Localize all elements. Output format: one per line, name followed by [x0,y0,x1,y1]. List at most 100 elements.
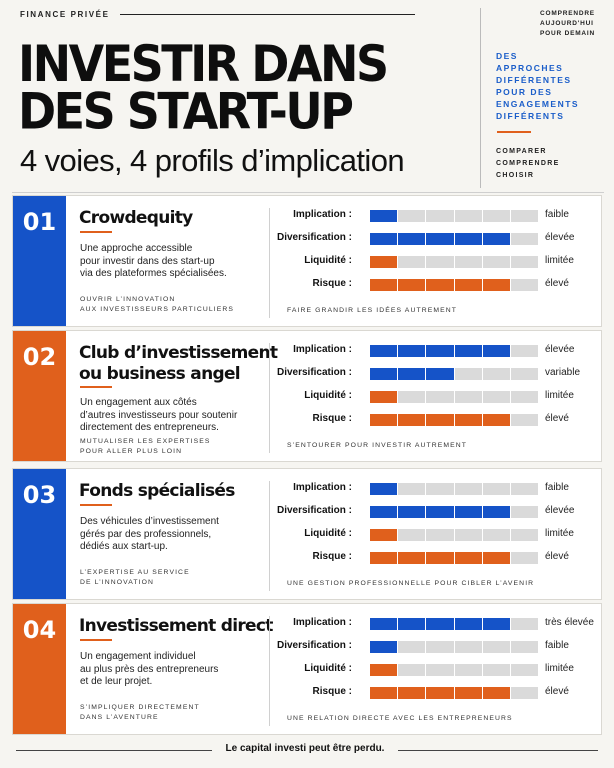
card-accent-rule [80,504,112,506]
card-title-line: ou business angel [79,364,241,384]
card-title-line: Fonds spécialisés [79,481,235,501]
metric-bar-segment [426,506,454,518]
metric-bar-segment [482,552,510,564]
metric-label: Liquidité : [304,663,352,674]
metric-row: Implication : élevée [275,343,595,359]
metric-value: élevé [545,551,569,562]
card-footer: UNE GESTION PROFESSIONNELLE POUR CIBLER … [287,580,535,587]
metric-bar-segment [370,506,398,518]
page-title: INVESTIR DANS DES START-UP [18,34,389,136]
sidebar-approaches: DES APPROCHES DIFFÉRENTES POUR DES ENGAG… [496,50,579,122]
metric-bar-segment [482,345,510,357]
kicker-divider [120,14,415,15]
metric-bar-segment [510,552,539,564]
disclaimer: Le capital investi peut être perdu. [225,743,385,754]
metric-row: Implication : très élevée [275,616,595,632]
metric-bar-segment [510,687,539,699]
metric-bar-segment [482,641,510,653]
metric-bar [370,552,539,564]
card-description: Un engagement individuel au plus près des… [80,651,265,689]
verb-line: COMPRENDRE [496,160,560,167]
metric-row: Implication : faible [275,481,595,497]
description-line: Une approche accessible [80,243,193,254]
card-number-stripe: 04 [13,604,66,734]
card-tagline: S’IMPLIQUER DIRECTEMENT DANS L’AVENTURE [80,703,270,722]
metric-bar-segment [370,529,398,541]
card-title: Club d’investissement ou business angel [79,343,279,385]
approaches-line: ENGAGEMENTS [496,99,580,109]
metric-bar-segment [510,483,539,495]
card-title: Investissement direct [79,616,279,637]
verb-line: CHOISIR [496,172,535,179]
method-card: 02 Club d’investissement ou business angel… [12,330,602,462]
card-description: Une approche accessible pour investir dan… [80,243,265,281]
metric-row: Risque : élevé [275,412,595,428]
card-tagline: OUVRIR L’INNOVATION AUX INVESTISSEURS PAR… [80,295,270,314]
verb-line: COMPARER [496,148,547,155]
approaches-line: DIFFÉRENTES [496,75,572,85]
metric-bar-segment [426,529,454,541]
metric-bar-segment [510,368,539,380]
metric-value: limitée [545,255,574,266]
card-title: Fonds spécialisés [79,481,279,502]
metric-bar-segment [482,664,510,676]
description-line: au plus près des entrepreneurs [80,663,219,675]
metric-bar [370,391,539,403]
metric-bar-segment [370,233,398,245]
metric-bar-segment [426,256,454,268]
metric-bar-segment [426,345,454,357]
metric-bar-segment [454,368,482,380]
metric-row: Liquidité : limitée [275,254,595,270]
metric-bar-segment [510,210,539,222]
metric-bar-segment [510,279,539,291]
metric-label: Liquidité : [304,390,352,401]
metric-bar-segment [398,618,426,630]
metric-bar-segment [398,391,426,403]
metric-bar-segment [510,414,539,426]
metric-row: Liquidité : limitée [275,662,595,678]
metric-bar-segment [482,529,510,541]
metric-bar [370,345,539,357]
metric-bar-segment [482,687,510,699]
metric-value: limitée [545,390,574,401]
description-line: directement des entrepreneurs. [80,422,219,433]
metric-value: élevé [545,413,569,424]
approaches-line: DIFFÉRENTS [496,111,565,121]
title-line-1: INVESTIR DANS [18,34,389,93]
metric-label: Diversification : [276,640,352,651]
metric-bar-segment [398,552,426,564]
metric-bar-segment [426,233,454,245]
description-line: dédiés aux start-up. [80,541,168,552]
metric-bar-segment [370,664,398,676]
metric-bar-segment [370,279,398,291]
tagline-line: DE L’INNOVATION [80,578,155,586]
metric-value: limitée [545,528,574,539]
metric-row: Risque : élevé [275,550,595,566]
metric-bar-segment [398,210,426,222]
metric-bar [370,687,539,699]
metric-bar-segment [370,345,398,357]
tagline-line: L’EXPERTISE AU SERVICE [80,569,190,576]
page-subtitle: 4 voies, 4 profils d’implication [20,143,405,178]
metric-row: Liquidité : limitée [275,527,595,543]
metric-label: Risque : [312,413,352,424]
description-line: d’autres investisseurs pour soutenir [80,409,238,421]
tagline-line: AUJOURD'HUI [540,20,594,27]
metric-bar-segment [454,414,482,426]
metric-bar-segment [510,233,539,245]
approaches-line: POUR DES [496,87,553,97]
card-divider [269,343,270,453]
metric-bar-segment [454,210,482,222]
metric-label: Liquidité : [304,528,352,539]
metric-row: Diversification : variable [275,366,595,382]
metric-row: Diversification : faible [275,639,595,655]
metric-bar-segment [454,279,482,291]
card-accent-rule [80,231,112,233]
metric-bar-segment [398,256,426,268]
card-number-stripe: 02 [13,331,66,461]
metric-value: variable [545,367,581,378]
sidebar-tagline: COMPRENDRE AUJOURD'HUI POUR DEMAIN [540,9,595,39]
metric-bar-segment [398,641,426,653]
metric-bar-segment [426,664,454,676]
tagline-line: OUVRIR L’INNOVATION [80,296,176,303]
